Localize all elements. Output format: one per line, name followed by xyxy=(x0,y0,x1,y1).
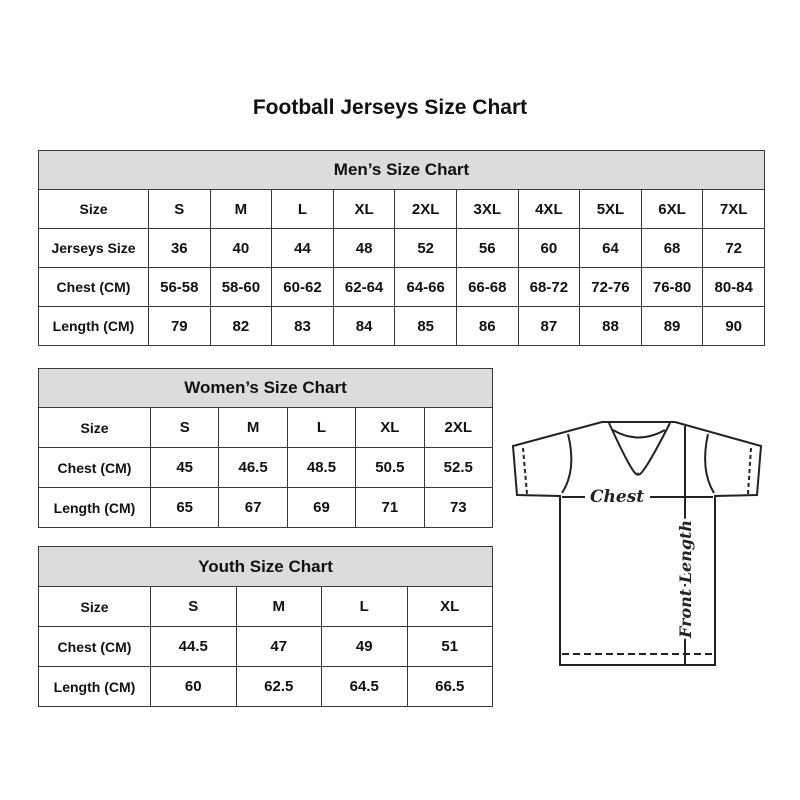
table-cell: 52.5 xyxy=(423,447,494,488)
row-label: Size xyxy=(38,189,149,229)
table-row: Length (CM) 65 67 69 71 73 xyxy=(38,487,494,528)
table-row: Size S M L XL xyxy=(38,586,493,627)
table-cell: 90 xyxy=(702,306,765,346)
table-cell: 2XL xyxy=(394,189,457,229)
table-cell: 44.5 xyxy=(150,626,237,667)
table-cell: 72 xyxy=(702,228,765,268)
row-label: Chest (CM) xyxy=(38,267,149,307)
youth-size-table: Youth Size Chart Size S M L XL Chest (CM) 44.5 4… xyxy=(38,546,493,707)
womens-size-table: Women’s Size Chart Size S M L XL 2XL Chest (CM)… xyxy=(38,368,494,528)
table-row: Length (CM) 60 62.5 64.5 66.5 xyxy=(38,666,493,707)
table-cell: 62.5 xyxy=(235,666,322,707)
table-cell: 64-66 xyxy=(394,267,457,307)
table-cell: L xyxy=(271,189,334,229)
women-table-heading: Women’s Size Chart xyxy=(38,368,493,408)
table-row: Size S M L XL 2XL 3XL 4XL 5XL 6XL 7XL xyxy=(38,189,765,229)
front-length-label: Front Length xyxy=(676,520,695,639)
jersey-outline-icon xyxy=(511,421,763,666)
table-cell: XL xyxy=(406,586,493,627)
table-cell: 50.5 xyxy=(355,447,425,488)
table-row: Chest (CM) 44.5 47 49 51 xyxy=(38,626,493,667)
table-cell: S xyxy=(150,586,237,627)
table-cell: 36 xyxy=(148,228,211,268)
table-cell: S xyxy=(148,189,211,229)
table-cell: 82 xyxy=(209,306,273,346)
table-cell: 67 xyxy=(218,487,288,528)
table-cell: 48.5 xyxy=(286,447,357,488)
table-cell: 83 xyxy=(271,306,334,346)
table-cell: 60-62 xyxy=(271,267,334,307)
table-cell: 7XL xyxy=(702,189,765,229)
table-cell: 47 xyxy=(235,626,322,667)
table-cell: 2XL xyxy=(423,407,494,448)
table-cell: 52 xyxy=(394,228,457,268)
row-label: Size xyxy=(38,407,151,448)
table-cell: 87 xyxy=(517,306,581,346)
row-label: Length (CM) xyxy=(38,306,149,346)
table-cell: 46.5 xyxy=(218,447,288,488)
table-cell: 48 xyxy=(332,228,396,268)
table-cell: 68-72 xyxy=(517,267,581,307)
table-cell: 65 xyxy=(149,487,220,528)
table-cell: 51 xyxy=(406,626,493,667)
row-label: Length (CM) xyxy=(38,487,151,528)
table-cell: 71 xyxy=(355,487,425,528)
table-cell: XL xyxy=(332,189,396,229)
table-cell: 79 xyxy=(148,306,211,346)
row-label: Size xyxy=(38,586,151,627)
table-cell: M xyxy=(209,189,273,229)
table-cell: 4XL xyxy=(517,189,581,229)
table-row: Length (CM) 79 82 83 84 85 86 87 88 89 90 xyxy=(38,306,765,346)
table-cell: 49 xyxy=(321,626,408,667)
jersey-diagram: Chest Front Length xyxy=(511,421,763,666)
table-cell: 40 xyxy=(209,228,273,268)
table-cell: 5XL xyxy=(579,189,642,229)
table-cell: 60 xyxy=(517,228,581,268)
table-cell: M xyxy=(235,586,322,627)
table-cell: 66.5 xyxy=(406,666,493,707)
table-cell: 88 xyxy=(579,306,642,346)
row-label: Jerseys Size xyxy=(38,228,149,268)
table-cell: 89 xyxy=(640,306,704,346)
table-row: Jerseys Size 36 40 44 48 52 56 60 64 68 72 xyxy=(38,228,765,268)
table-row: Chest (CM) 45 46.5 48.5 50.5 52.5 xyxy=(38,447,494,488)
table-row: Chest (CM) 56-58 58-60 60-62 62-64 64-66 66-68… xyxy=(38,267,765,307)
table-cell: L xyxy=(321,586,408,627)
table-cell: 58-60 xyxy=(209,267,273,307)
chest-label: Chest xyxy=(590,487,644,507)
table-cell: 85 xyxy=(394,306,457,346)
table-cell: 73 xyxy=(423,487,494,528)
table-cell: 72-76 xyxy=(579,267,642,307)
table-cell: 69 xyxy=(286,487,357,528)
table-cell: S xyxy=(149,407,220,448)
page-title: Football Jerseys Size Chart xyxy=(252,96,528,119)
table-cell: 3XL xyxy=(455,189,519,229)
table-cell: 80-84 xyxy=(702,267,765,307)
table-cell: 6XL xyxy=(640,189,704,229)
table-cell: 62-64 xyxy=(332,267,396,307)
row-label: Chest (CM) xyxy=(38,626,151,667)
youth-table-heading: Youth Size Chart xyxy=(38,546,493,587)
mens-size-table: Men’s Size Chart Size S M L XL 2XL 3XL 4XL 5XL 6XL… xyxy=(38,150,765,346)
table-cell: 86 xyxy=(455,306,519,346)
table-cell: 44 xyxy=(271,228,334,268)
table-cell: 56-58 xyxy=(148,267,211,307)
table-cell: 64.5 xyxy=(321,666,408,707)
table-cell: 56 xyxy=(455,228,519,268)
men-table-heading: Men’s Size Chart xyxy=(38,150,765,190)
table-row: Size S M L XL 2XL xyxy=(38,407,494,448)
table-cell: XL xyxy=(355,407,425,448)
table-cell: 84 xyxy=(332,306,396,346)
row-label: Length (CM) xyxy=(38,666,151,707)
table-cell: 64 xyxy=(579,228,642,268)
table-cell: L xyxy=(286,407,357,448)
table-cell: 76-80 xyxy=(640,267,704,307)
table-cell: 68 xyxy=(640,228,704,268)
table-cell: M xyxy=(218,407,288,448)
table-cell: 66-68 xyxy=(455,267,519,307)
table-cell: 45 xyxy=(149,447,220,488)
table-cell: 60 xyxy=(150,666,237,707)
row-label: Chest (CM) xyxy=(38,447,151,488)
